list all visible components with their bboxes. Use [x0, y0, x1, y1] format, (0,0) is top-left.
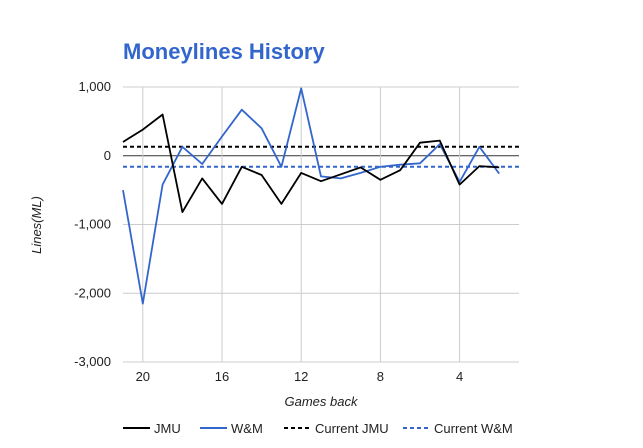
- series-lines: [122, 87, 519, 305]
- x-tick-label: 4: [456, 369, 463, 384]
- y-axis-label: Lines(ML): [29, 196, 44, 254]
- series-line-wandm: [122, 87, 500, 305]
- legend-label-current-jmu: Current JMU: [315, 421, 389, 436]
- legend-label-wandm: W&M: [231, 421, 263, 436]
- legend: JMU W&M Current JMU Current W&M: [123, 421, 513, 436]
- y-tick-label: -1,000: [74, 217, 111, 232]
- y-tick-label: -2,000: [74, 285, 111, 300]
- grid-lines: [123, 86, 519, 363]
- series-line-jmu: [122, 113, 500, 214]
- x-tick-label: 16: [215, 369, 229, 384]
- y-axis-ticks: 1,000 0 -1,000 -2,000 -3,000: [74, 79, 111, 369]
- x-tick-label: 20: [136, 369, 150, 384]
- x-axis-label: Games back: [285, 394, 359, 409]
- y-tick-label: -3,000: [74, 354, 111, 369]
- y-tick-label: 0: [104, 148, 111, 163]
- x-tick-label: 12: [294, 369, 308, 384]
- legend-label-current-wandm: Current W&M: [434, 421, 513, 436]
- chart-title: Moneylines History: [123, 39, 325, 64]
- y-tick-label: 1,000: [78, 79, 111, 94]
- x-axis-ticks: 20 16 12 8 4: [136, 369, 464, 384]
- x-tick-label: 8: [377, 369, 384, 384]
- legend-label-jmu: JMU: [154, 421, 181, 436]
